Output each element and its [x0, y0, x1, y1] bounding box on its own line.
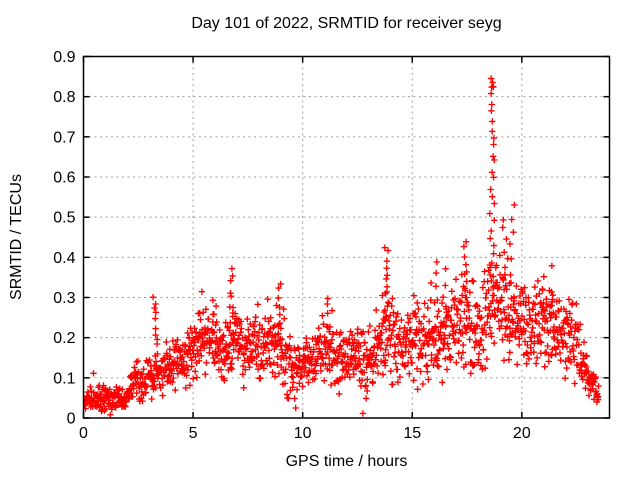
y-tick-label: 0.1	[53, 370, 75, 387]
y-tick-label: 0.7	[53, 129, 75, 146]
tick-labels: 0 5 10 15 20 0 0.1 0.2 0.3 0.4 0.5 0.6 0.7 0.8 0.9	[53, 49, 531, 442]
y-tick-label: 0	[67, 411, 76, 428]
x-tick-label: 10	[294, 425, 312, 442]
x-axis-label: GPS time / hours	[285, 453, 408, 470]
plot-border	[82, 55, 611, 419]
y-tick-label: 0.9	[53, 49, 75, 66]
y-tick-label: 0.5	[53, 210, 75, 227]
scatter-points	[83, 75, 602, 418]
y-tick-label: 0.8	[53, 89, 75, 106]
x-tick-label: 5	[189, 425, 198, 442]
y-tick-label: 0.6	[53, 170, 75, 187]
x-tick-label: 0	[79, 425, 88, 442]
y-tick-label: 0.4	[53, 250, 75, 267]
x-tick-label: 20	[513, 425, 531, 442]
chart-title: Day 101 of 2022, SRMTID for receiver sey…	[191, 15, 502, 32]
x-tick-label: 15	[403, 425, 421, 442]
y-tick-label: 0.3	[53, 290, 75, 307]
y-tick-label: 0.2	[53, 330, 75, 347]
